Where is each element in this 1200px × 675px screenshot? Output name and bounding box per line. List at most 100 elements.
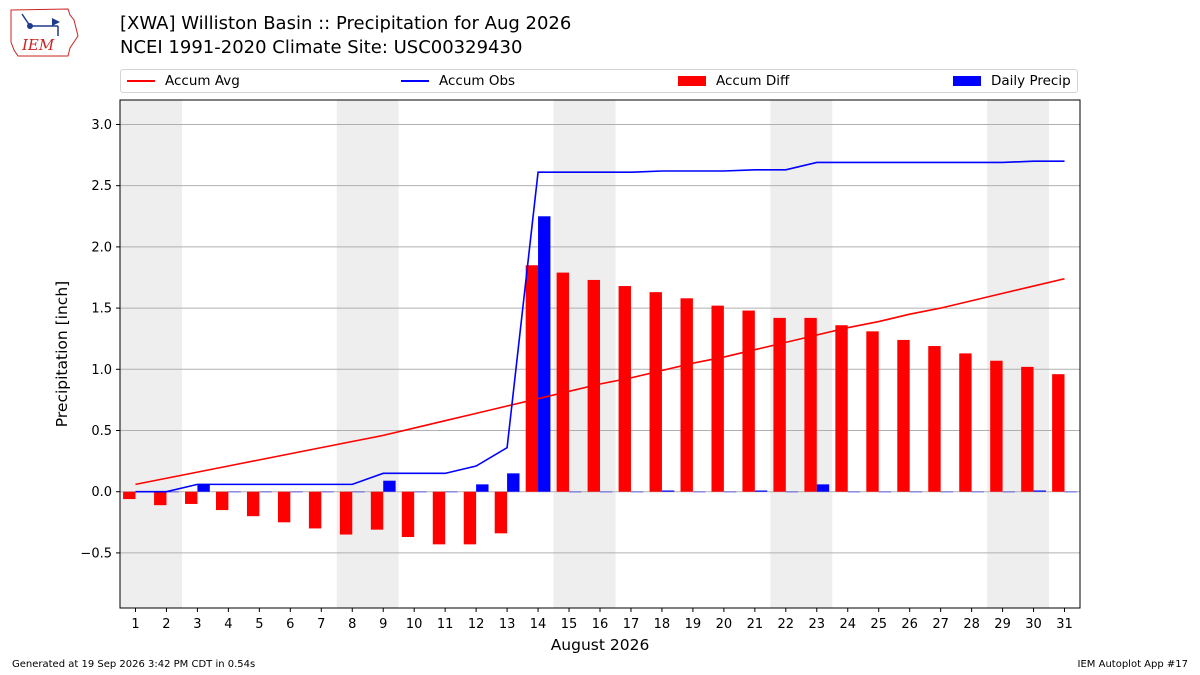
- daily-precip-bar: [569, 491, 582, 493]
- accum-obs-line: [135, 160, 1065, 493]
- accum-diff-bar: [711, 305, 724, 492]
- accum-diff-bar: [1021, 366, 1034, 492]
- accum-diff-bar: [432, 491, 446, 545]
- accum-diff-bar: [742, 310, 755, 492]
- legend-swatch-accum-obs: [401, 80, 429, 82]
- x-tick-label: 2: [162, 617, 170, 632]
- y-tick-label: 1.0: [91, 363, 112, 378]
- x-tick-label: 11: [437, 617, 454, 632]
- accum-diff-bar: [246, 491, 260, 517]
- daily-precip-bar: [445, 491, 458, 493]
- legend-item-daily-precip: Daily Precip: [953, 70, 1071, 92]
- legend-swatch-accum-diff: [678, 76, 706, 86]
- y-tick-label: 2.5: [91, 179, 112, 194]
- x-tick-label: 6: [286, 617, 294, 632]
- daily-precip-bar: [940, 491, 954, 493]
- legend-label: Daily Precip: [991, 73, 1071, 89]
- chart-legend: Accum Avg Accum Obs Accum Diff Daily Pre…: [120, 69, 1078, 93]
- y-tick-label: 1.5: [91, 302, 112, 317]
- accum-diff-bar: [897, 339, 910, 492]
- daily-precip-bar: [228, 491, 241, 493]
- y-axis-label: Precipitation [inch]: [53, 281, 71, 427]
- x-tick-label: 22: [778, 617, 795, 632]
- x-tick-label: 20: [716, 617, 733, 632]
- chart-subtitle: NCEI 1991-2020 Climate Site: USC00329430: [120, 37, 523, 58]
- accum-avg-line: [135, 277, 1065, 486]
- x-tick-label: 18: [654, 617, 671, 632]
- x-tick-label: 25: [870, 617, 887, 632]
- daily-precip-bar: [321, 491, 334, 493]
- accum-diff-bar: [866, 331, 879, 492]
- daily-precip-bar: [1033, 490, 1046, 492]
- accum-diff-bar: [556, 272, 570, 492]
- daily-precip-bar: [971, 491, 984, 493]
- x-tick-label: 28: [963, 617, 980, 632]
- accum-diff-bar: [185, 491, 198, 504]
- x-tick-label: 23: [809, 617, 826, 632]
- daily-precip-bar: [197, 484, 210, 492]
- legend-item-accum-obs: Accum Obs: [401, 70, 515, 92]
- legend-label: Accum Avg: [165, 73, 240, 89]
- accum-diff-bar: [618, 286, 631, 492]
- weekend-shade: [987, 100, 1050, 608]
- accum-diff-bar: [773, 317, 786, 492]
- accum-diff-bar: [494, 491, 508, 534]
- x-tick-label: 26: [901, 617, 918, 632]
- daily-precip-bar: [847, 491, 861, 493]
- daily-precip-bar: [383, 480, 396, 492]
- x-tick-label: 7: [317, 617, 325, 632]
- accum-diff-bar: [680, 298, 693, 492]
- x-tick-label: 31: [1056, 617, 1073, 632]
- x-tick-label: 19: [685, 617, 702, 632]
- x-tick-label: 10: [406, 617, 423, 632]
- app-credit: IEM Autoplot App #17: [1077, 659, 1188, 670]
- x-tick-label: 9: [379, 617, 387, 632]
- accum-diff-bar: [990, 360, 1003, 492]
- daily-precip-bar: [600, 491, 613, 493]
- x-tick-label: 15: [561, 617, 578, 632]
- y-tick-label: 0.0: [91, 485, 112, 500]
- daily-precip-bar: [1064, 491, 1077, 493]
- x-tick-label: 8: [348, 617, 356, 632]
- daily-precip-bar: [785, 491, 799, 493]
- x-tick-label: 12: [468, 617, 485, 632]
- accum-diff-bar: [401, 491, 415, 538]
- accum-diff-bar: [525, 265, 539, 492]
- legend-item-accum-avg: Accum Avg: [127, 70, 240, 92]
- x-tick-label: 24: [839, 617, 856, 632]
- x-tick-label: 27: [932, 617, 949, 632]
- iem-logo: IEM: [8, 6, 80, 58]
- daily-precip-bar: [166, 491, 179, 493]
- legend-item-accum-diff: Accum Diff: [678, 70, 789, 92]
- accum-diff-bar: [1052, 374, 1065, 492]
- x-tick-label: 21: [747, 617, 764, 632]
- accum-diff-bar: [649, 292, 662, 492]
- x-tick-label: 13: [499, 617, 516, 632]
- daily-precip-bar: [259, 491, 272, 493]
- accum-diff-bar: [463, 491, 477, 545]
- accum-diff-bar: [154, 491, 167, 506]
- accum-diff-bar: [835, 325, 848, 492]
- daily-precip-bar: [1002, 491, 1015, 493]
- accum-diff-bar: [216, 491, 229, 511]
- weekend-shade: [120, 100, 182, 608]
- y-tick-label: 0.5: [91, 424, 112, 439]
- x-tick-label: 3: [193, 617, 201, 632]
- daily-precip-bar: [507, 473, 520, 492]
- accum-diff-bar: [804, 317, 817, 492]
- y-tick-label: −0.5: [80, 546, 112, 561]
- accum-diff-bar: [370, 491, 384, 530]
- chart-title: [XWA] Williston Basin :: Precipitation f…: [120, 13, 572, 34]
- logo-text: IEM: [21, 36, 55, 54]
- daily-precip-bar: [754, 490, 768, 492]
- accum-diff-bar: [339, 491, 353, 535]
- x-tick-label: 1: [131, 617, 139, 632]
- x-tick-label: 16: [592, 617, 609, 632]
- accum-diff-bar: [277, 491, 291, 523]
- legend-swatch-accum-avg: [127, 80, 155, 82]
- daily-precip-bar: [816, 484, 830, 492]
- daily-precip-bar: [630, 491, 644, 493]
- daily-precip-bar: [909, 491, 923, 493]
- daily-precip-bar: [692, 491, 706, 493]
